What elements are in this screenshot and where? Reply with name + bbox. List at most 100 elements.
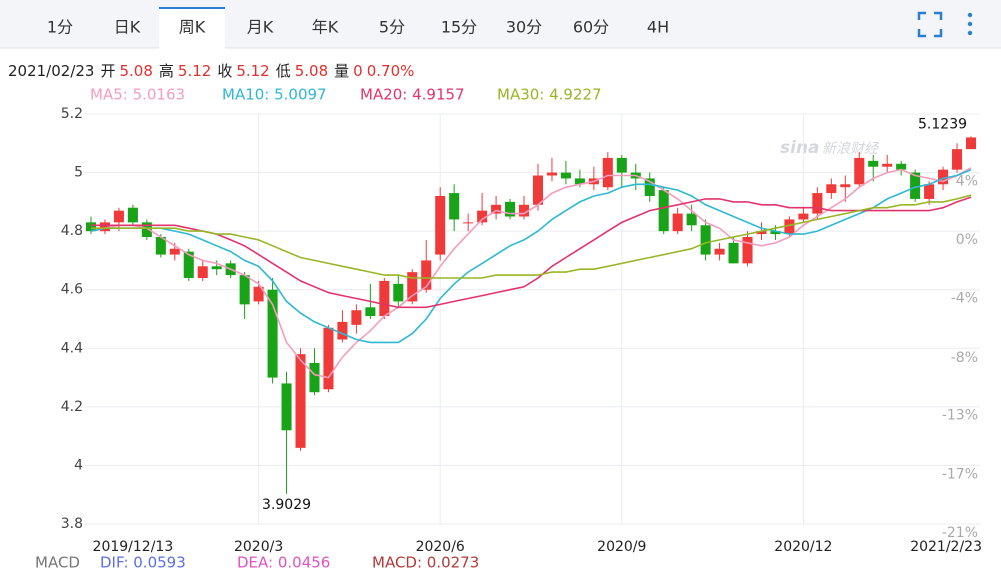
x-tick-label: 2020/3 (234, 539, 283, 555)
candle-body (896, 163, 907, 170)
legend-entry: MA5: 5.0163 (90, 86, 185, 104)
candle-body (756, 231, 767, 235)
candle-body (798, 213, 809, 220)
candle-body (379, 280, 390, 317)
quote-label: 收 (217, 62, 232, 80)
candle-body (518, 204, 530, 217)
candle-body (337, 321, 348, 340)
tab[interactable]: 5分 (379, 18, 405, 37)
candle-body (672, 213, 683, 232)
tab[interactable]: 年K (312, 18, 339, 37)
y2-tick-label: 4% (956, 173, 978, 189)
y-tick-label: 4.6 (61, 282, 83, 298)
candle-body (169, 248, 180, 255)
candle-body (770, 231, 781, 235)
ma-line (91, 196, 972, 309)
y2-tick-label: -8% (951, 350, 978, 366)
candle-body (924, 184, 935, 199)
fullscreen-icon[interactable] (917, 11, 943, 38)
candle-body (840, 184, 851, 188)
menu-icon[interactable] (967, 12, 973, 36)
quote-value: 0.70% (367, 62, 415, 80)
tab[interactable]: 15分 (441, 18, 477, 37)
candle-body (728, 242, 739, 264)
y-tick-label: 4.8 (61, 223, 83, 239)
candle-body (295, 354, 306, 448)
legend-entry: MA10: 5.0097 (222, 86, 327, 104)
quote-label: 量 (334, 62, 349, 80)
candle-body (407, 272, 418, 302)
candle-body (560, 172, 571, 179)
x-tick-label: 2019/12/13 (93, 539, 174, 555)
candle-body (267, 289, 278, 378)
candle-body (155, 237, 166, 255)
candle-body (714, 248, 725, 255)
ma-line (90, 168, 972, 344)
candle-body (910, 172, 921, 199)
candle-body (644, 178, 655, 196)
quote-label: 高 (159, 62, 174, 80)
candle-body (113, 210, 124, 223)
tab[interactable]: 30分 (506, 18, 542, 37)
candle-body (574, 178, 585, 185)
y2-tick-label: 0% (956, 232, 978, 248)
candle-body (882, 163, 893, 167)
candle-body (141, 222, 152, 237)
candle-body (323, 327, 334, 390)
macd-legend: DIF: 0.0593 (100, 554, 186, 569)
candle-body (812, 193, 823, 214)
y-tick-label: 5 (74, 165, 83, 181)
candle-body (211, 266, 222, 270)
ma-line (91, 194, 972, 279)
y2-tick-label: -21% (942, 525, 978, 541)
quote-value: 5.08 (295, 62, 328, 80)
tab[interactable]: 日K (114, 18, 141, 37)
candle-body (477, 210, 488, 223)
candle-body (99, 222, 110, 232)
tab[interactable]: 4H (647, 18, 669, 37)
candle-body (938, 169, 949, 185)
candle-body (239, 275, 250, 305)
watermark: sina (780, 138, 820, 158)
candle-body (351, 310, 362, 325)
candle-body (183, 251, 194, 278)
candle-body (700, 225, 711, 255)
candle-body (952, 149, 963, 170)
x-tick-label: 2021/2/23 (910, 539, 982, 555)
quote-value: 5.08 (119, 62, 152, 80)
y-tick-label: 5.2 (61, 106, 83, 122)
candle-body (686, 213, 697, 226)
y2-tick-label: -4% (951, 291, 978, 307)
candle-body (85, 222, 97, 232)
candle-body (826, 184, 837, 194)
quote-value: 5.12 (236, 62, 269, 80)
candle-body (784, 219, 795, 235)
quote-value: 5.12 (178, 62, 211, 80)
x-tick-label: 2020/6 (416, 539, 465, 555)
candle-body (546, 172, 557, 176)
y-tick-label: 4.4 (61, 340, 83, 356)
y2-tick-label: -13% (942, 407, 978, 423)
tab[interactable]: 60分 (573, 18, 609, 37)
quote-label: 开 (100, 62, 115, 80)
quote-line: 2021/02/23 开 5.08 高 5.12 收 5.12 低 5.08 量 0 0.70% (8, 62, 414, 80)
quote-date: 2021/02/23 (8, 62, 94, 80)
x-tick-label: 2020/12 (774, 539, 832, 555)
tab-selected-bg (159, 7, 225, 49)
y-tick-label: 4.2 (61, 399, 83, 415)
candle-body (602, 157, 613, 188)
candle-body (253, 286, 264, 302)
legend-entry: MA30: 4.9227 (497, 86, 602, 104)
candle-body (309, 362, 320, 393)
y2-tick-label: -17% (942, 467, 978, 483)
tab[interactable]: 1分 (47, 18, 73, 37)
candle-body (421, 260, 432, 290)
candle-body (435, 196, 446, 255)
candle-body (127, 207, 138, 223)
macd-legend: MACD: 0.0273 (372, 554, 479, 569)
x-tick-label: 2020/9 (597, 539, 646, 555)
candle-body (491, 204, 502, 214)
ma-line (90, 167, 972, 379)
tab[interactable]: 周K (179, 18, 206, 37)
tab[interactable]: 月K (247, 18, 274, 37)
